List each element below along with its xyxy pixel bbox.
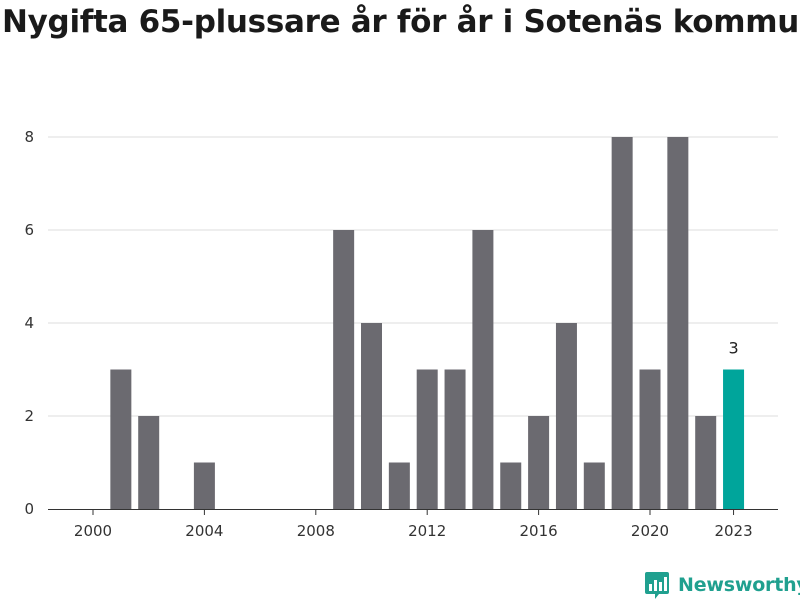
bar bbox=[555, 323, 577, 509]
y-tick-label: 8 bbox=[24, 128, 34, 146]
y-tick-label: 4 bbox=[24, 314, 34, 332]
bar bbox=[193, 462, 215, 509]
bar bbox=[500, 462, 522, 509]
bar bbox=[639, 369, 661, 509]
bar bbox=[138, 416, 160, 509]
y-tick-label: 2 bbox=[24, 407, 34, 425]
newsworthy-icon bbox=[645, 572, 669, 599]
brand-name: Newsworthy bbox=[678, 574, 800, 596]
bar bbox=[110, 369, 132, 509]
bar bbox=[416, 369, 438, 509]
bar bbox=[361, 323, 382, 509]
x-tick-label: 2000 bbox=[74, 522, 112, 540]
x-tick-label: 2012 bbox=[408, 522, 446, 540]
x-tick-label: 2016 bbox=[520, 522, 558, 540]
bar bbox=[472, 230, 494, 509]
x-tick-label: 2023 bbox=[714, 522, 752, 540]
bar bbox=[611, 137, 633, 509]
x-tick-label: 2008 bbox=[297, 522, 335, 540]
bar bbox=[444, 369, 466, 509]
bar bbox=[667, 137, 689, 509]
x-tick-label: 2004 bbox=[185, 522, 223, 540]
bar-highlight bbox=[723, 369, 745, 509]
newsworthy-logo: Newsworthy bbox=[644, 570, 800, 600]
chart-title: Nygifta 65-plussare år för år i Sotenäs … bbox=[2, 4, 800, 40]
y-tick-label: 0 bbox=[24, 500, 34, 518]
bar bbox=[333, 230, 355, 509]
bar bbox=[695, 416, 717, 509]
bar bbox=[388, 462, 410, 509]
data-label: 3 bbox=[728, 339, 738, 358]
bar bbox=[528, 416, 550, 509]
y-tick-label: 6 bbox=[24, 221, 34, 239]
x-tick-label: 2020 bbox=[631, 522, 669, 540]
bar bbox=[583, 462, 605, 509]
